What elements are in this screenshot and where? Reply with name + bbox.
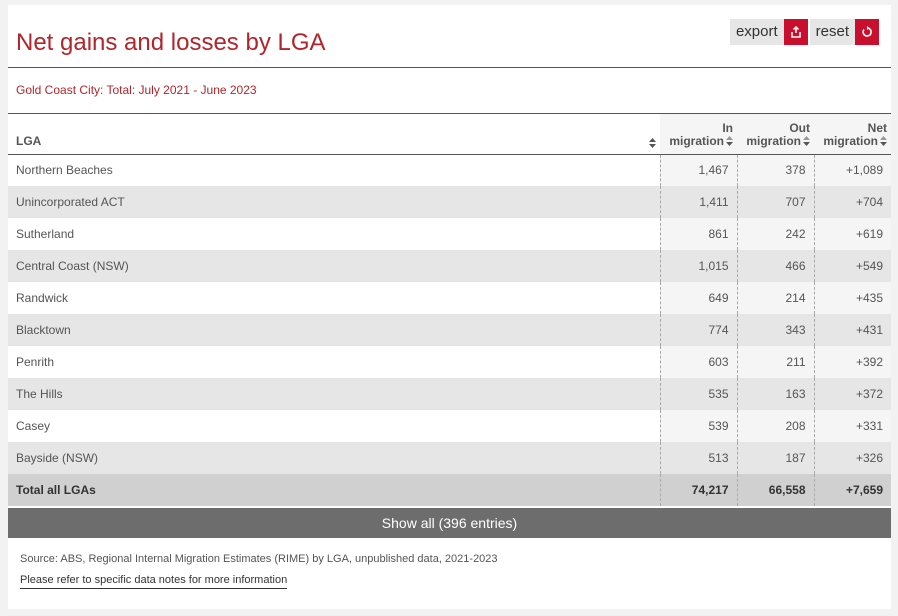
- cell-lga: Unincorporated ACT: [8, 186, 660, 218]
- cell-lga: Randwick: [16, 291, 69, 305]
- total-net-migration: +7,659: [813, 474, 891, 506]
- table-row: Casey 539 208 +331: [8, 410, 891, 442]
- table-row: Randwick 649 214 +435: [8, 282, 891, 314]
- cell-lga: Northern Beaches: [16, 163, 113, 178]
- total-label: Total all LGAs: [8, 474, 660, 506]
- cell-net-migration: +431: [813, 314, 891, 346]
- cell-out-migration: 163: [736, 378, 814, 410]
- cell-net-migration: +549: [813, 250, 891, 282]
- total-out-migration: 66,558: [736, 474, 814, 506]
- cell-out-migration: 211: [736, 346, 814, 378]
- cell-in-migration: 539: [659, 410, 737, 442]
- toolbar: export reset: [729, 19, 879, 45]
- cell-in-migration: 1,467: [659, 154, 737, 186]
- sort-icon[interactable]: [880, 135, 887, 146]
- column-label-out-line2: migration: [746, 133, 801, 148]
- title-divider: [8, 67, 891, 68]
- cell-out-migration: 214: [736, 282, 814, 314]
- total-row: Total all LGAs 74,217 66,558 +7,659: [8, 474, 891, 506]
- cell-net-migration: +435: [813, 282, 891, 314]
- cell-out-migration: 242: [736, 218, 814, 250]
- cell-in-migration: 649: [659, 282, 737, 314]
- column-label-out-line1: Out: [789, 120, 810, 135]
- table-row: Penrith 603 211 +392: [8, 346, 891, 378]
- cell-net-migration: +619: [813, 218, 891, 250]
- table-row: Bayside (NSW) 513 187 +326: [8, 442, 891, 474]
- subtitle-divider: [8, 113, 891, 114]
- table-row: Blacktown 774 343 +431: [8, 314, 891, 346]
- cell-lga: The Hills: [8, 378, 660, 410]
- cell-net-migration: +372: [813, 378, 891, 410]
- cell-out-migration: 208: [736, 410, 814, 442]
- show-all-button[interactable]: Show all (396 entries): [8, 508, 891, 538]
- sort-icon[interactable]: [649, 137, 656, 148]
- subtitle: Gold Coast City: Total: July 2021 - June…: [16, 83, 257, 97]
- cell-out-migration: 187: [736, 442, 814, 474]
- cell-in-migration: 535: [659, 378, 737, 410]
- cell-lga: Sutherland: [16, 227, 75, 241]
- cell-lga: Casey: [16, 419, 51, 433]
- cell-in-migration: 513: [659, 442, 737, 474]
- sort-icon[interactable]: [726, 135, 733, 146]
- cell-in-migration: 603: [659, 346, 737, 378]
- cell-lga: Central Coast (NSW): [8, 250, 660, 282]
- cell-net-migration: +331: [813, 410, 891, 442]
- table-row: Central Coast (NSW) 1,015 466 +549: [8, 250, 891, 282]
- data-notes-link[interactable]: Please refer to specific data notes for …: [20, 574, 288, 589]
- column-header-in-migration[interactable]: In migration: [660, 114, 737, 155]
- export-button[interactable]: export: [729, 19, 808, 45]
- cell-net-migration: +326: [813, 442, 891, 474]
- table-row: Unincorporated ACT 1,411 707 +704: [8, 186, 891, 218]
- column-header-net-migration[interactable]: Net migration: [814, 114, 891, 155]
- table-row: Sutherland 861 242 +619: [8, 218, 891, 250]
- cell-in-migration: 1,411: [659, 186, 737, 218]
- cell-net-migration: +1,089: [813, 154, 891, 186]
- export-icon: [783, 19, 808, 45]
- source-note: Source: ABS, Regional Internal Migration…: [20, 553, 498, 565]
- sort-icon[interactable]: [803, 135, 810, 146]
- column-label-net-line1: Net: [867, 120, 887, 135]
- total-in-migration: 74,217: [659, 474, 737, 506]
- cell-net-migration: +704: [813, 186, 891, 218]
- page-title: Net gains and losses by LGA: [16, 29, 326, 56]
- column-header-out-migration[interactable]: Out migration: [737, 114, 814, 155]
- cell-in-migration: 1,015: [659, 250, 737, 282]
- column-label-in-line1: In: [722, 120, 733, 135]
- cell-out-migration: 707: [736, 186, 814, 218]
- cell-in-migration: 774: [659, 314, 737, 346]
- cell-in-migration: 861: [659, 218, 737, 250]
- cell-out-migration: 343: [736, 314, 814, 346]
- column-label-lga: LGA: [16, 133, 42, 148]
- export-label: export: [735, 23, 778, 40]
- reset-button[interactable]: reset: [809, 19, 879, 45]
- cell-out-migration: 378: [736, 154, 814, 186]
- reset-label: reset: [815, 23, 849, 40]
- cell-lga: Bayside (NSW): [8, 442, 660, 474]
- migration-table: LGA In migration Out migration Net migra…: [8, 114, 891, 506]
- column-label-in-line2: migration: [669, 133, 724, 148]
- column-header-lga[interactable]: LGA: [8, 114, 660, 155]
- cell-net-migration: +392: [813, 346, 891, 378]
- table-row: The Hills 535 163 +372: [8, 378, 891, 410]
- reset-icon: [855, 19, 879, 45]
- cell-lga: Blacktown: [8, 314, 660, 346]
- table-row: Northern Beaches 1,467 378 +1,089: [8, 154, 891, 186]
- cell-out-migration: 466: [736, 250, 814, 282]
- column-label-net-line2: migration: [823, 133, 878, 148]
- cell-lga: Penrith: [16, 355, 55, 369]
- migration-card: Net gains and losses by LGA export reset…: [8, 5, 891, 609]
